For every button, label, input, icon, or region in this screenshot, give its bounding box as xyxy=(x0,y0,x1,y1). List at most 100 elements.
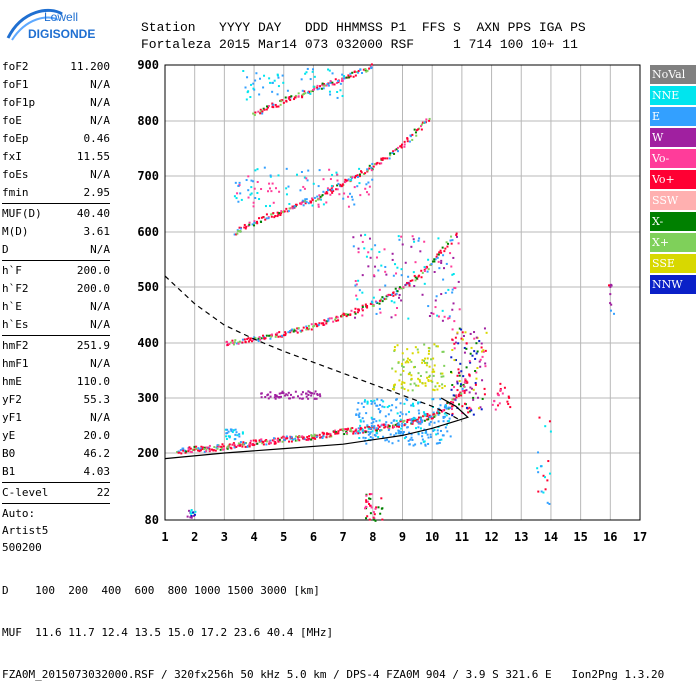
trace-point xyxy=(249,441,252,444)
trace-point xyxy=(262,335,265,338)
trace-point xyxy=(291,205,294,208)
echo-point xyxy=(262,86,265,89)
echo-point xyxy=(481,397,484,400)
echo-point xyxy=(393,349,396,352)
echo-point xyxy=(438,385,441,388)
trace-point xyxy=(349,428,352,431)
logo-swoosh-icon xyxy=(6,8,63,41)
echo-point xyxy=(359,419,362,422)
echo-point xyxy=(368,518,371,521)
trace-point xyxy=(303,437,306,440)
echo-point xyxy=(264,396,267,399)
echo-point xyxy=(425,429,428,432)
trace-point xyxy=(248,445,251,448)
echo-point xyxy=(400,383,403,386)
echo-point xyxy=(473,331,476,334)
echo-point xyxy=(445,423,448,426)
trace-point xyxy=(301,94,304,97)
param-row: foEp 0.46 xyxy=(2,130,110,148)
echo-point xyxy=(367,251,370,254)
echo-point xyxy=(330,184,333,187)
trace-point xyxy=(265,334,268,337)
trace-point xyxy=(316,84,319,87)
trace-point xyxy=(301,199,304,202)
echo-point xyxy=(401,352,404,355)
trace-point xyxy=(380,162,383,165)
trace-point xyxy=(332,320,335,323)
echo-point xyxy=(256,191,259,194)
trace-point xyxy=(381,296,384,299)
trace-point xyxy=(451,239,454,242)
echo-point xyxy=(258,77,261,80)
echo-point xyxy=(252,201,255,204)
echo-point xyxy=(548,472,551,475)
trace-point xyxy=(300,203,303,206)
echo-point xyxy=(365,499,368,502)
echo-point xyxy=(415,427,418,430)
echo-point xyxy=(427,258,430,261)
echo-point xyxy=(388,404,391,407)
echo-point xyxy=(306,67,309,70)
echo-point xyxy=(471,354,474,357)
trace-point xyxy=(329,188,332,191)
trace-point xyxy=(411,138,414,141)
trace-point xyxy=(255,221,258,224)
param-row: MUF(D) 40.40 xyxy=(2,205,110,223)
trace-point xyxy=(398,425,401,428)
trace-point xyxy=(274,441,277,444)
echo-point xyxy=(453,359,456,362)
echo-point xyxy=(447,317,450,320)
echo-point xyxy=(460,383,463,386)
echo-point xyxy=(320,198,323,201)
trace-point xyxy=(419,125,422,128)
trace-point xyxy=(277,105,280,108)
trace-point xyxy=(313,196,316,199)
trace-point xyxy=(280,210,283,213)
echo-point xyxy=(451,308,454,311)
echo-point xyxy=(366,402,369,405)
trace-point xyxy=(427,268,430,271)
trace-point xyxy=(324,192,327,195)
echo-point xyxy=(484,349,487,352)
trace-point xyxy=(248,443,251,446)
trace-point xyxy=(388,427,391,430)
echo-point xyxy=(382,400,385,403)
trace-point xyxy=(356,430,359,433)
echo-point xyxy=(373,517,376,520)
echo-point xyxy=(412,405,415,408)
trace-point xyxy=(284,334,287,337)
echo-point xyxy=(328,168,331,171)
echo-point xyxy=(453,347,456,350)
param-name: foEp xyxy=(2,132,29,145)
trace-point xyxy=(381,423,384,426)
echo-point xyxy=(353,203,356,206)
echo-point xyxy=(421,435,424,438)
param-value: N/A xyxy=(90,114,110,127)
trace-point xyxy=(432,260,435,263)
trace-point xyxy=(247,224,250,227)
trace-point xyxy=(252,112,255,115)
trace-point xyxy=(357,432,360,435)
trace-point xyxy=(288,330,291,333)
trace-point xyxy=(463,391,466,394)
echo-point xyxy=(425,364,428,367)
trace-point xyxy=(281,99,284,102)
trace-point xyxy=(415,134,418,137)
trace-point xyxy=(198,450,201,453)
legend-item-vo: Vo- xyxy=(650,149,696,168)
trace-point xyxy=(238,226,241,229)
x-tick-label: 9 xyxy=(399,530,406,544)
echo-point xyxy=(311,70,314,73)
echo-point xyxy=(368,185,371,188)
echo-point xyxy=(366,191,369,194)
echo-point xyxy=(417,426,420,429)
trace-point xyxy=(428,416,431,419)
trace-point xyxy=(196,449,199,452)
trace-point xyxy=(298,435,301,438)
echo-point xyxy=(445,262,448,265)
trace-point xyxy=(310,197,313,200)
trace-point xyxy=(236,444,239,447)
echo-point xyxy=(254,79,257,82)
echo-point xyxy=(406,399,409,402)
echo-point xyxy=(421,438,424,441)
